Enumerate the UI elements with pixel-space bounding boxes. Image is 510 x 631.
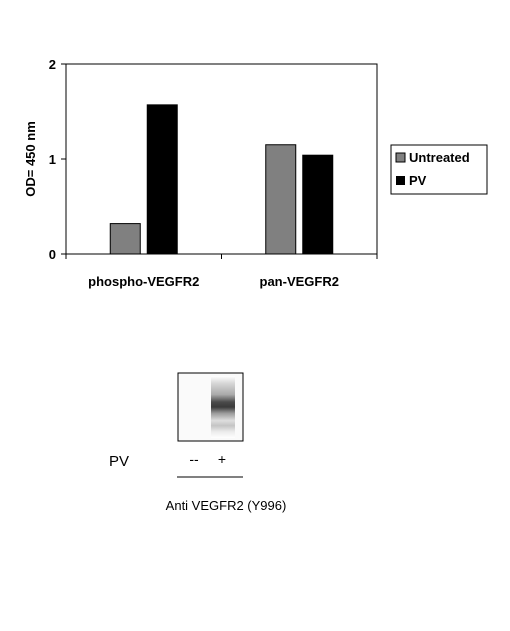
blot-row-label: PV — [109, 453, 129, 470]
x-category-label: pan-VEGFR2 — [260, 274, 339, 289]
legend-label-untreated: Untreated — [409, 150, 470, 165]
bar-pv-1 — [146, 104, 178, 255]
legend-swatch-untreated — [395, 152, 406, 163]
western-blot: PV -- + Anti VEGFR2 (Y996) — [109, 372, 287, 513]
y-tick-label: 2 — [49, 57, 56, 72]
bar-chart: 012 phospho-VEGFR2 pan-VEGFR2 OD= 450 nm … — [23, 57, 488, 289]
bar-untreated-1 — [109, 223, 141, 255]
legend-label-pv: PV — [409, 173, 427, 188]
blot-lane-untreated: -- — [189, 451, 199, 467]
y-axis-label: OD= 450 nm — [23, 121, 38, 197]
blot-caption: Anti VEGFR2 (Y996) — [166, 498, 287, 513]
x-category-label: phospho-VEGFR2 — [88, 274, 199, 289]
blot-lane-pv: + — [218, 451, 226, 467]
legend-box — [390, 144, 488, 195]
blot-band-pv — [211, 376, 235, 438]
bar-pv-2 — [302, 154, 334, 255]
y-tick-label: 0 — [49, 247, 56, 262]
legend-swatch-pv — [396, 176, 405, 185]
y-tick-label: 1 — [49, 152, 56, 167]
bar-untreated-2 — [265, 144, 297, 255]
legend: Untreated PV — [390, 144, 488, 195]
